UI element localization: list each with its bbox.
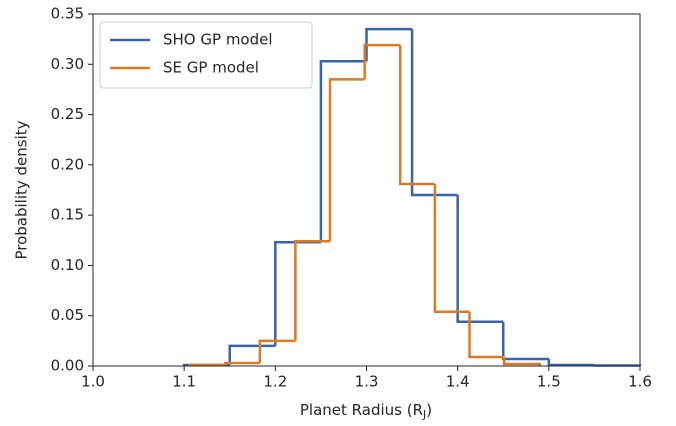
- legend-box: [99, 21, 313, 89]
- x-tick-label: 1.1: [172, 373, 196, 391]
- x-tick-label: 1.2: [263, 373, 287, 391]
- histogram-step: [363, 43, 401, 80]
- y-tick-label: 0.05: [51, 306, 84, 324]
- y-tick-label: 0.15: [51, 206, 84, 224]
- x-tick-label: 1.6: [628, 373, 652, 391]
- x-tick-label: 1.5: [537, 373, 561, 391]
- histogram-step: [547, 358, 595, 367]
- y-tick-label: 0.30: [51, 55, 84, 73]
- histogram-step: [398, 45, 435, 186]
- histogram-step: [410, 29, 458, 197]
- x-tick-label: 1.3: [355, 373, 379, 391]
- histogram-step: [258, 339, 296, 363]
- histogram-step: [433, 183, 470, 313]
- x-axis-label: Planet Radius (RJ): [300, 401, 432, 422]
- histogram-step: [456, 195, 504, 323]
- x-tick-label: 1.0: [81, 373, 105, 391]
- x-axis-label-main: Planet Radius (R: [300, 401, 423, 419]
- y-tick-label: 0.10: [51, 256, 84, 274]
- histogram-step: [319, 60, 367, 243]
- y-tick-label: 0.20: [51, 155, 84, 173]
- histogram-step: [365, 27, 413, 62]
- x-tick-label: 1.4: [446, 373, 470, 391]
- x-axis-label-end: ): [426, 401, 432, 419]
- histogram-step: [468, 311, 505, 359]
- histogram-step: [328, 78, 365, 242]
- histogram-step: [223, 361, 260, 365]
- histogram-step: [502, 321, 549, 361]
- histogram-step: [502, 356, 541, 366]
- y-axis-label: Probability density: [13, 120, 31, 259]
- y-tick-label: 0.00: [51, 357, 84, 375]
- legend-label: SE GP model: [163, 59, 259, 77]
- x-axis-label-sub: J: [422, 408, 426, 421]
- histogram-step: [274, 241, 321, 346]
- plot-frame: [92, 13, 641, 367]
- legend-label: SHO GP model: [163, 31, 273, 49]
- y-tick-label: 0.35: [51, 5, 84, 23]
- histogram-step: [294, 240, 331, 341]
- y-tick-label: 0.25: [51, 105, 84, 123]
